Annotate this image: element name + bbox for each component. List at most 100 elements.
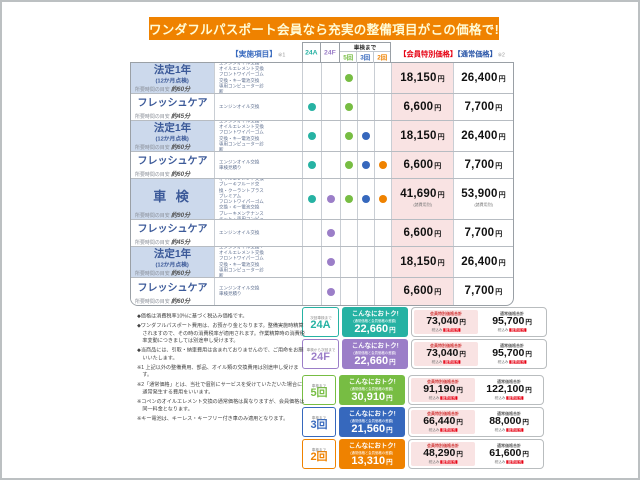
normal-price-cell: 53,900円 (諸費用別) <box>454 179 513 219</box>
normal-total-label: 通常価格合計 <box>500 311 524 317</box>
banner-title: ワンダフルパスポート会員なら充実の整備項目がこの価格で! <box>148 23 500 37</box>
service-duration: 所要時間の目安約45分 <box>135 113 191 120</box>
member-total-box: 会員特別価格合計 66,440円 税込み 諸費用別 <box>411 410 475 434</box>
savings-box: こんなにおトク! (通常価格と会員価格の差額) 30,910円 <box>339 375 405 405</box>
table-header: 【実施項目】※1 24A 24F 車検まで 5回 3回 2回 【会員特別価格】【… <box>130 42 514 63</box>
savings-title: こんなにおトク! <box>348 441 396 449</box>
notes-list: ◆価格は消費税率10%に基づく税込み価格です。 ◆ワンダフルパスポート費用は、お預… <box>130 307 305 469</box>
summary-row: 車検まで 5回 こんなにおトク! (通常価格と会員価格の差額) 30,910円 … <box>302 375 544 405</box>
included-dot <box>345 195 353 203</box>
service-duration: 所要時間の目安約60分 <box>135 298 191 305</box>
member-total-label: 会員特別価格合計 <box>430 343 462 349</box>
normal-price-cell: 26,400円 <box>454 63 513 93</box>
service-desc-cell: エンジンオイル交換 車検見積り <box>215 152 303 178</box>
member-total-box: 会員特別価格合計 91,190円 税込み 諸費用別 <box>411 378 475 402</box>
service-name: 法定1年 <box>153 121 192 134</box>
summary-plan-label: 車検まで 3回 <box>302 407 336 437</box>
summary-plan-period: 車検から次回まで <box>306 347 335 352</box>
service-desc: エンジンオイル交換 <box>219 104 260 110</box>
savings-amount: 22,660円 <box>354 322 396 335</box>
savings-subtitle: (通常価格と会員価格の差額) <box>353 318 397 323</box>
normal-total-amount: 95,700円 <box>492 315 532 328</box>
normal-price: 7,700円 <box>464 226 503 239</box>
savings-title: こんなにおトク! <box>348 409 396 417</box>
plan-dot-cell <box>303 220 322 246</box>
savings-subtitle: (通常価格と会員価格の差額) <box>350 418 394 423</box>
table-row: 法定1年 (12か月点検) 所要時間の目安約60分 エンジンオイル交換・オイルエ… <box>131 63 513 94</box>
normal-total-label: 通常価格合計 <box>497 379 521 385</box>
member-price: 18,150円 <box>400 255 445 268</box>
member-price: 18,150円 <box>400 129 445 142</box>
plan-dot-cell <box>341 220 358 246</box>
service-name-cell: 車 検 所要時間の目安約90分 <box>131 179 215 219</box>
plan-dot-cell <box>358 94 375 120</box>
fee-badge: 諸費用別 <box>440 395 458 400</box>
included-dot <box>308 161 316 169</box>
plan-dot-cell <box>375 179 392 219</box>
service-desc: エンジンオイル交換・オイルエレメント交換 フロントワイパーゴム交換・キー電池交換専… <box>219 63 264 93</box>
normal-total-notes: 税込み 諸費用別 <box>497 359 527 364</box>
member-price: 6,600円 <box>403 158 442 171</box>
normal-total-notes: 税込み 諸費用別 <box>494 459 524 464</box>
included-dot <box>308 132 316 140</box>
member-total-label: 会員特別価格合計 <box>427 411 459 417</box>
included-dot <box>308 195 316 203</box>
normal-total-box: 通常価格合計 88,000円 税込み 諸費用別 <box>477 410 541 434</box>
summary-plan-period: 車検まで <box>311 383 327 388</box>
plan-dot-cell <box>341 247 358 277</box>
items-header-cell: 【実施項目】※1 <box>214 48 302 62</box>
savings-amount: 22,660円 <box>354 354 396 367</box>
service-name-cell: 法定1年 (12か月点検) 所要時間の目安約60分 <box>131 247 215 277</box>
plan-dot-cell <box>358 220 375 246</box>
plan-dot-cell <box>341 63 358 93</box>
note-item: ※コペンのオイルエレメント交換の通常価格は異なりますが、会員価格は同一料金となり… <box>137 398 305 412</box>
included-dot <box>345 103 353 111</box>
included-dot <box>345 161 353 169</box>
summary-plan-code: 24F <box>311 350 330 363</box>
normal-total-notes: 税込み 諸費用別 <box>497 327 527 332</box>
summary-plan-code: 5回 <box>310 386 328 399</box>
fee-badge: 諸費用別 <box>509 359 527 364</box>
plan-dot-cell <box>375 278 392 305</box>
plan-dot-cell <box>341 278 358 305</box>
column-group-shaken-made: 車検まで 5回 3回 2回 <box>340 42 391 63</box>
summary-plan-label: 車検まで 2回 <box>302 439 336 469</box>
plan-dot-cell <box>341 152 358 178</box>
normal-price-cell: 7,700円 <box>454 278 513 305</box>
summary-plan-code: 3回 <box>310 418 328 431</box>
member-price: 6,600円 <box>403 226 442 239</box>
price-headers: 【会員特別価格】【通常価格】※2 <box>391 48 513 62</box>
member-price-cell: 18,150円 <box>392 247 454 277</box>
normal-total-label: 通常価格合計 <box>497 411 521 417</box>
summary-plan-label: 車検から次回まで 24F <box>302 339 339 369</box>
savings-box: こんなにおトク! (通常価格と会員価格の差額) 22,660円 <box>342 307 408 337</box>
price-footnote: (諸費用別) <box>413 201 432 207</box>
included-dot <box>362 195 370 203</box>
plan-dot-cell <box>341 179 358 219</box>
member-total-amount: 91,190円 <box>423 383 463 396</box>
service-name: フレッシュケア <box>137 282 208 294</box>
service-desc: エンジンオイル交換・オイルエレメント交換 フロントワイパーゴム交換・キー電池交換専… <box>219 121 264 151</box>
summary-list: 次回車検まで 24A こんなにおトク! (通常価格と会員価格の差額) 22,66… <box>302 307 547 469</box>
included-dot <box>379 161 387 169</box>
plan-dot-cell <box>358 152 375 178</box>
summary-plan-period: 次回車検まで <box>309 315 332 320</box>
fee-badge: 諸費用別 <box>509 327 527 332</box>
service-desc: エンジンオイル交換 車検見積り <box>219 159 260 171</box>
member-total-box: 会員特別価格合計 73,040円 税込み 諸費用別 <box>414 342 478 366</box>
normal-price: 53,900円 <box>461 188 506 201</box>
service-name-cell: 法定1年 (12か月点検) 所要時間の目安約60分 <box>131 121 215 151</box>
member-price: 6,600円 <box>403 100 442 113</box>
normal-price: 7,700円 <box>464 285 503 298</box>
member-price-header: 【会員特別価格】 <box>399 49 458 59</box>
plan-dot-cell <box>303 247 322 277</box>
plan-dot-cell <box>303 278 322 305</box>
service-desc: エンジンオイル交換・オイルエレメント交換ブレーキフルード交換・クーラントプラスプ… <box>219 179 264 219</box>
fee-badge: 諸費用別 <box>443 327 461 332</box>
member-price-cell: 6,600円 <box>392 278 454 305</box>
table-row: フレッシュケア 所要時間の目安約60分 エンジンオイル交換 車検見積り 6,600… <box>131 152 513 179</box>
included-dot <box>327 258 335 266</box>
service-name: フレッシュケア <box>137 224 208 236</box>
savings-title: こんなにおトク! <box>351 341 399 349</box>
